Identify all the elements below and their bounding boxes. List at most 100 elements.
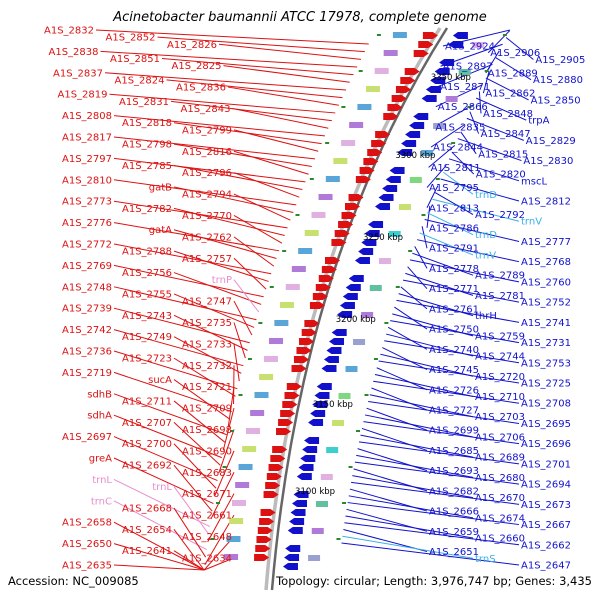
forward-gene-block	[315, 284, 331, 291]
backbone-outer-arc	[270, 27, 449, 591]
right-gene-label: A1S_2689	[475, 453, 525, 464]
functional-category-block	[392, 32, 407, 38]
right-connector-line	[432, 198, 520, 222]
right-connector-line	[368, 400, 520, 424]
right-connector-line	[341, 542, 520, 566]
left-gene-label: A1S_2711	[122, 396, 172, 407]
left-connector-line	[173, 143, 312, 168]
right-gene-label: A1S_2880	[533, 75, 583, 86]
reverse-gene-block	[378, 194, 394, 201]
left-gene-label: A1S_2683	[182, 468, 232, 479]
forward-gene-block	[301, 329, 317, 336]
functional-category-block	[341, 140, 356, 146]
left-gene-label: A1S_2757	[182, 254, 232, 265]
right-gene-label: A1S_2761	[429, 304, 479, 315]
forward-gene-block	[324, 257, 340, 264]
left-gene-label: A1S_2788	[122, 247, 172, 258]
reverse-gene-block	[316, 383, 332, 390]
functional-category-block	[383, 50, 398, 56]
functional-category-block	[445, 96, 458, 102]
right-gene-label: A1S_2866	[438, 102, 488, 113]
right-connector-line	[428, 144, 456, 168]
reverse-gene-block	[358, 248, 374, 255]
functional-category-block	[365, 86, 380, 92]
left-gene-label: A1S_2799	[182, 125, 232, 136]
tick-mark	[435, 178, 440, 180]
left-connector-line	[173, 186, 294, 214]
forward-gene-block	[418, 41, 434, 48]
left-connector-line	[113, 350, 238, 390]
right-gene-label: A1S_2659	[429, 527, 479, 538]
right-gene-label: A1S_2906	[490, 48, 540, 59]
left-gene-label: A1S_2743	[122, 311, 172, 322]
forward-gene-block	[400, 77, 416, 84]
left-gene-label: A1S_2709	[182, 404, 232, 415]
functional-category-block	[338, 393, 351, 399]
left-connector-line	[113, 478, 211, 528]
right-gene-label: A1S_2685	[429, 446, 479, 457]
forward-gene-block	[318, 275, 334, 282]
forward-gene-block	[391, 95, 407, 102]
left-gene-label: A1S_2769	[62, 261, 112, 272]
right-connector-line	[390, 320, 520, 344]
functional-category-block	[421, 150, 434, 156]
functional-category-block	[235, 482, 250, 488]
tick-mark	[336, 538, 341, 540]
map-title: Acinetobacter baumannii ATCC 17978, comp…	[112, 10, 487, 25]
right-connector-line	[380, 353, 474, 377]
left-connector-line	[113, 115, 325, 137]
right-connector-line	[485, 77, 529, 101]
right-gene-label: A1S_2759	[475, 331, 525, 342]
left-gene-label: A1S_2755	[122, 289, 172, 300]
left-gene-label: A1S_2641	[122, 546, 172, 557]
left-gene-label: A1S_2650	[62, 539, 112, 550]
functional-category-block	[232, 500, 247, 506]
right-connector-line	[482, 71, 490, 94]
forward-gene-block	[338, 221, 354, 228]
right-connector-line	[424, 218, 520, 242]
tick-mark	[358, 70, 363, 72]
left-connector-line	[218, 429, 235, 474]
left-connector-line	[210, 472, 235, 520]
left-connector-line	[173, 486, 210, 535]
left-connector-line	[113, 179, 297, 206]
functional-category-block	[472, 42, 485, 48]
functional-category-block	[353, 339, 366, 345]
reverse-gene-block	[329, 338, 345, 345]
reverse-gene-block	[323, 356, 339, 363]
left-gene-label: A1S_2762	[182, 232, 232, 243]
left-connector-line	[233, 279, 260, 313]
right-gene-label: A1S_2673	[521, 500, 571, 511]
forward-gene-block	[321, 266, 337, 273]
right-connector-line	[342, 535, 474, 559]
functional-category-block	[250, 410, 265, 416]
right-connector-line	[457, 138, 522, 162]
left-connector-line	[170, 100, 332, 122]
left-connector-line	[204, 514, 235, 566]
scale-label: 3300 kbp	[395, 151, 435, 161]
tick-mark	[364, 394, 369, 396]
left-gene-label: A1S_2782	[122, 204, 172, 215]
left-connector-line	[173, 443, 217, 489]
functional-category-block	[242, 446, 257, 452]
left-connector-line	[173, 421, 221, 466]
tick-mark	[356, 430, 361, 432]
right-gene-label: mscL	[521, 176, 547, 187]
left-connector-line	[233, 129, 319, 152]
right-connector-line	[440, 178, 520, 202]
right-connector-line	[361, 427, 428, 451]
left-gene-labels: A1S_2832 A1S_2852 A1S_2826 A1S_2838 A1S_2851…	[44, 26, 232, 572]
right-gene-label: A1S_2850	[531, 95, 581, 106]
functional-category-block	[458, 69, 471, 75]
right-connector-line	[505, 37, 534, 60]
right-gene-label: A1S_2703	[475, 412, 525, 423]
left-gene-label: A1S_2634	[182, 553, 232, 564]
tick-mark	[230, 430, 235, 432]
right-gene-label: A1S_2740	[429, 345, 479, 356]
forward-gene-block	[260, 509, 276, 516]
right-connector-line	[347, 502, 520, 526]
left-gene-label: A1S_2773	[62, 197, 112, 208]
left-gene-label: A1S_2798	[122, 140, 172, 151]
